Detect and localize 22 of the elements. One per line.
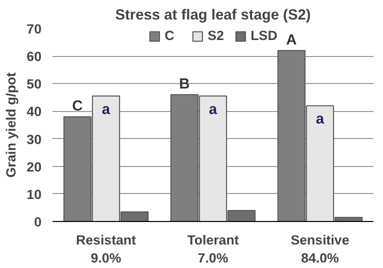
- annotation: a: [102, 102, 111, 118]
- annotation: C: [72, 98, 84, 115]
- legend-label: C: [164, 28, 176, 43]
- y-tick-label: 60: [26, 49, 42, 64]
- y-tick-label: 0: [34, 214, 42, 230]
- legend-label: S2: [208, 28, 225, 43]
- x-tick-label: Resistant 9.0%: [76, 232, 137, 266]
- x-tick-label: Sensitive 84.0%: [290, 232, 350, 266]
- y-tick-label: 40: [26, 104, 42, 120]
- y-tick-label: 30: [26, 132, 42, 147]
- annotation: A: [286, 32, 298, 49]
- y-tick-label: 50: [26, 76, 42, 92]
- chart-title: Stress at flag leaf stage (S2): [115, 8, 311, 24]
- x-tick-label: Tolerant 7.0%: [187, 232, 240, 266]
- y-tick-label: 20: [26, 159, 42, 174]
- y-tick-label: 10: [26, 186, 42, 202]
- legend-label: LSD: [250, 28, 278, 43]
- annotation: a: [316, 112, 325, 128]
- annotation: B: [179, 76, 190, 93]
- annotation: a: [208, 102, 218, 118]
- y-tick-label: 70: [26, 22, 42, 36]
- y-axis-title: Grain yield g/pot: [4, 72, 19, 178]
